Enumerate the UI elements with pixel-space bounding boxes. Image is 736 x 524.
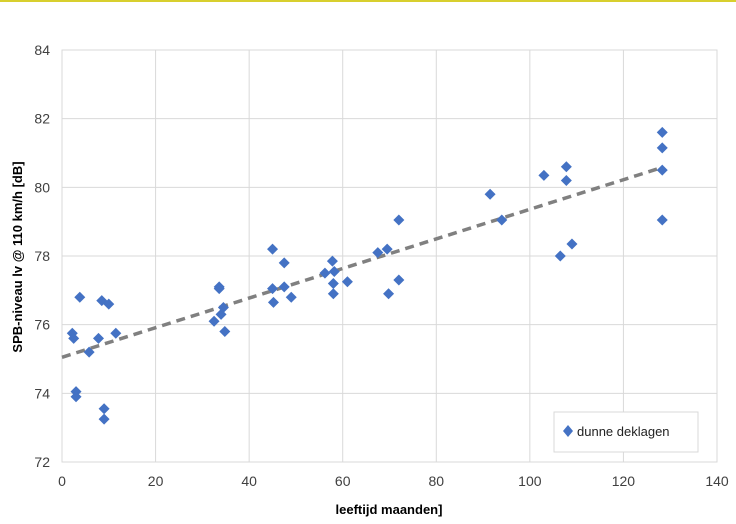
data-point xyxy=(381,243,393,255)
legend-marker xyxy=(563,425,573,437)
x-tick-label: 140 xyxy=(705,473,729,489)
legend-box xyxy=(553,411,699,453)
data-point xyxy=(341,276,353,288)
data-point xyxy=(327,288,339,300)
y-tick-label: 72 xyxy=(34,454,50,470)
data-point xyxy=(83,346,95,358)
data-point xyxy=(554,250,566,262)
data-point xyxy=(285,291,297,303)
x-tick-label: 0 xyxy=(58,473,66,489)
data-point xyxy=(328,265,340,277)
data-point xyxy=(98,403,110,415)
data-point xyxy=(92,332,104,344)
data-point xyxy=(74,291,86,303)
data-point xyxy=(278,281,290,293)
x-tick-label: 80 xyxy=(428,473,444,489)
y-tick-label: 76 xyxy=(34,317,50,333)
data-point xyxy=(219,326,231,338)
x-tick-label: 100 xyxy=(518,473,542,489)
data-point xyxy=(393,214,405,226)
data-point xyxy=(496,214,508,226)
data-point xyxy=(98,413,110,425)
gridlines xyxy=(61,49,718,463)
data-point xyxy=(372,247,384,259)
x-tick-label: 120 xyxy=(612,473,636,489)
legend: dunne deklagen xyxy=(553,411,699,453)
x-tick-label: 40 xyxy=(241,473,257,489)
data-point xyxy=(267,243,279,255)
data-point xyxy=(566,238,578,250)
data-point xyxy=(278,257,290,269)
trendline xyxy=(61,165,663,359)
data-point xyxy=(656,164,668,176)
data-point xyxy=(560,174,572,186)
y-axis-title: SPB-niveau lv @ 110 km/h [dB] xyxy=(10,161,25,352)
data-point xyxy=(267,296,279,308)
data-point xyxy=(656,214,668,226)
data-point xyxy=(393,274,405,286)
data-point xyxy=(383,288,395,300)
data-point xyxy=(327,277,339,289)
x-tick-label: 60 xyxy=(335,473,351,489)
data-point xyxy=(217,302,229,313)
x-tick-label: 20 xyxy=(148,473,164,489)
data-point xyxy=(484,188,496,200)
data-point xyxy=(656,142,668,154)
x-axis-title: leeftijd maanden] xyxy=(336,502,443,517)
data-point xyxy=(68,332,80,344)
data-point xyxy=(213,283,225,295)
data-point xyxy=(560,161,572,173)
data-point xyxy=(319,267,331,279)
trendline-path xyxy=(61,165,663,359)
data-point xyxy=(70,391,82,403)
y-tick-label: 82 xyxy=(34,111,50,127)
plot-border xyxy=(61,49,718,463)
data-point xyxy=(326,255,338,267)
y-tick-label: 84 xyxy=(34,42,50,58)
y-tick-label: 74 xyxy=(34,385,50,401)
data-point xyxy=(103,298,115,310)
data-point xyxy=(267,283,279,295)
y-axis-ticks: 72 74 76 78 80 82 84 xyxy=(34,42,50,470)
y-tick-label: 80 xyxy=(34,179,50,195)
data-point xyxy=(110,327,122,339)
data-point xyxy=(656,126,668,138)
data-points xyxy=(66,126,668,425)
legend-label: dunne deklagen xyxy=(577,424,670,439)
data-point xyxy=(208,315,220,327)
data-point xyxy=(538,169,550,181)
x-axis-ticks: 0 20 40 60 80 100 120 140 xyxy=(58,473,729,489)
y-tick-label: 78 xyxy=(34,248,50,264)
plot-area xyxy=(61,49,718,463)
